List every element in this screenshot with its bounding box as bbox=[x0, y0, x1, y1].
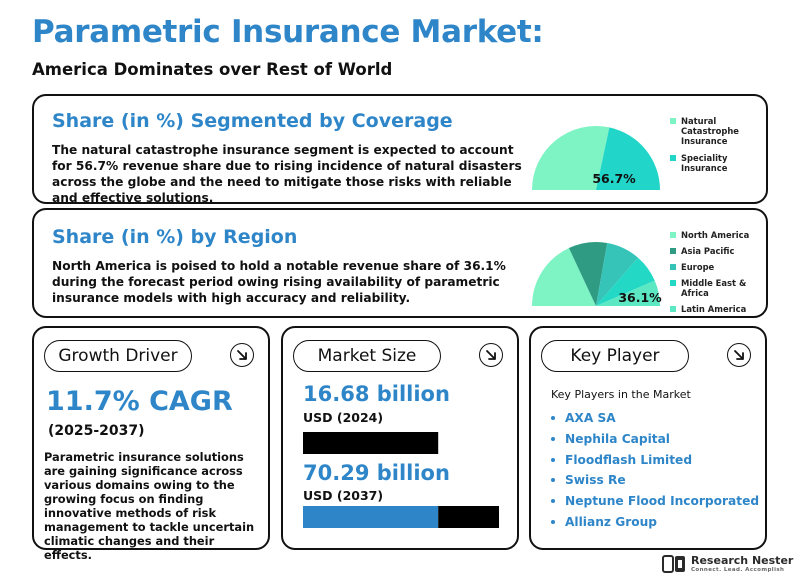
key-player-name: Nephila Capital bbox=[565, 432, 670, 447]
coverage-pie-chart: 56.7% bbox=[532, 125, 660, 190]
key-player-pill: Key Player bbox=[541, 340, 689, 372]
market-bar-2024 bbox=[303, 432, 439, 454]
market-year-2037: USD (2037) bbox=[303, 488, 384, 503]
pie-data-label: 56.7% bbox=[592, 171, 636, 186]
growth-description: Parametric insurance solutions are gaini… bbox=[44, 450, 255, 562]
bullet-dot-icon bbox=[551, 437, 555, 442]
key-player-name: Neptune Flood Incorporated bbox=[565, 494, 760, 509]
region-panel: Share (in %) by Region North America is … bbox=[32, 208, 768, 318]
key-players-heading: Key Players in the Market bbox=[551, 388, 691, 401]
pie-slice-speciality-insurance bbox=[596, 127, 660, 190]
legend-item: Middle East & Africa bbox=[670, 278, 766, 298]
market-bar-2037 bbox=[303, 506, 499, 528]
research-nester-logo-icon bbox=[662, 555, 685, 573]
key-player-item: Nephila Capital bbox=[551, 429, 759, 450]
market-size-pill: Market Size bbox=[293, 340, 441, 372]
bar-2024 bbox=[303, 432, 439, 454]
legend-swatch bbox=[670, 280, 676, 286]
coverage-description: The natural catastrophe insurance segmen… bbox=[52, 143, 522, 205]
key-player-item: Swiss Re bbox=[551, 470, 759, 491]
legend-swatch bbox=[670, 155, 676, 161]
key-player-card: Key Player Key Players in the Market AXA… bbox=[529, 326, 767, 550]
legend-label: Middle East & Africa bbox=[681, 278, 747, 298]
growth-driver-card: Growth Driver 11.7% CAGR (2025-2037) Par… bbox=[32, 326, 270, 562]
pie-slice-middle-east-africa bbox=[596, 257, 655, 306]
region-pie-chart: 36.1% bbox=[532, 242, 662, 306]
key-player-item: Neptune Flood Incorporated bbox=[551, 491, 759, 512]
legend-item: Latin America bbox=[670, 304, 766, 314]
bullet-dot-icon bbox=[551, 478, 555, 483]
pie-slice-latin-america bbox=[596, 280, 660, 306]
market-value-2037: 70.29 billion bbox=[303, 461, 450, 485]
coverage-legend: Natural Catastrophe Insurance Speciality … bbox=[670, 116, 766, 180]
key-player-name: Floodflash Limited bbox=[565, 452, 693, 467]
legend-item: North America bbox=[670, 230, 766, 240]
legend-swatch bbox=[670, 118, 676, 124]
growth-driver-pill: Growth Driver bbox=[44, 340, 192, 372]
bar-2037-remainder bbox=[438, 506, 499, 528]
brand-tagline: Connect. Lead. Accomplish bbox=[691, 566, 785, 573]
legend-label: Latin America bbox=[681, 304, 747, 314]
legend-item: Europe bbox=[670, 262, 766, 272]
pie-data-label: 36.1% bbox=[618, 290, 662, 305]
market-value-2024: 16.68 billion bbox=[303, 382, 450, 406]
region-description: North America is poised to hold a notabl… bbox=[52, 259, 506, 305]
legend-item: Asia Pacific bbox=[670, 246, 766, 256]
pie-slice-north-america bbox=[532, 248, 596, 306]
market-size-card: Market Size 16.68 billion USD (2024) 70.… bbox=[281, 326, 519, 550]
page-title: Parametric Insurance Market: bbox=[32, 14, 544, 50]
bullet-dot-icon bbox=[551, 457, 555, 462]
key-players-list: AXA SA Nephila Capital Floodflash Limited S… bbox=[551, 408, 759, 532]
legend-label: Asia Pacific bbox=[681, 246, 735, 256]
key-player-name: AXA SA bbox=[565, 411, 616, 426]
legend-swatch bbox=[670, 232, 676, 238]
legend-swatch bbox=[670, 264, 676, 270]
coverage-panel: Share (in %) Segmented by Coverage The n… bbox=[32, 94, 768, 205]
key-player-item: Floodflash Limited bbox=[551, 449, 759, 470]
market-year-2024: USD (2024) bbox=[303, 410, 384, 425]
legend-label: Speciality Insurance bbox=[681, 153, 728, 173]
pie-slice-europe bbox=[596, 242, 639, 306]
key-player-name: Swiss Re bbox=[565, 473, 626, 488]
cagr-value: 11.7% CAGR bbox=[46, 386, 233, 417]
arrow-down-right-icon[interactable] bbox=[479, 343, 503, 367]
research-nester-logo: Research Nester Connect. Lead. Accomplis… bbox=[662, 552, 793, 576]
key-player-item: AXA SA bbox=[551, 408, 759, 429]
bullet-dot-icon bbox=[551, 499, 555, 504]
cagr-period: (2025-2037) bbox=[48, 423, 145, 439]
pie-slice-natural-catastrophe-insurance bbox=[532, 125, 610, 190]
legend-label: North America bbox=[681, 230, 750, 240]
key-player-name: Allianz Group bbox=[565, 514, 657, 529]
page-subtitle: America Dominates over Rest of World bbox=[32, 60, 393, 79]
arrow-down-right-icon[interactable] bbox=[230, 343, 254, 367]
coverage-heading: Share (in %) Segmented by Coverage bbox=[52, 110, 453, 132]
legend-swatch bbox=[670, 248, 676, 254]
bullet-dot-icon bbox=[551, 416, 555, 421]
bar-2037 bbox=[303, 506, 439, 528]
legend-swatch bbox=[670, 306, 676, 312]
brand-name: Research Nester bbox=[691, 553, 794, 567]
legend-item: Speciality Insurance bbox=[670, 153, 766, 173]
key-player-item: Allianz Group bbox=[551, 511, 759, 532]
legend-label: Natural Catastrophe Insurance bbox=[681, 116, 739, 146]
bullet-dot-icon bbox=[551, 519, 555, 524]
arrow-down-right-icon[interactable] bbox=[727, 343, 751, 367]
pie-slice-asia-pacific bbox=[568, 242, 608, 306]
region-heading: Share (in %) by Region bbox=[52, 226, 298, 248]
legend-label: Europe bbox=[681, 262, 715, 272]
region-legend: North America Asia Pacific Europe Middle Ea… bbox=[670, 230, 766, 320]
legend-item: Natural Catastrophe Insurance bbox=[670, 116, 766, 146]
